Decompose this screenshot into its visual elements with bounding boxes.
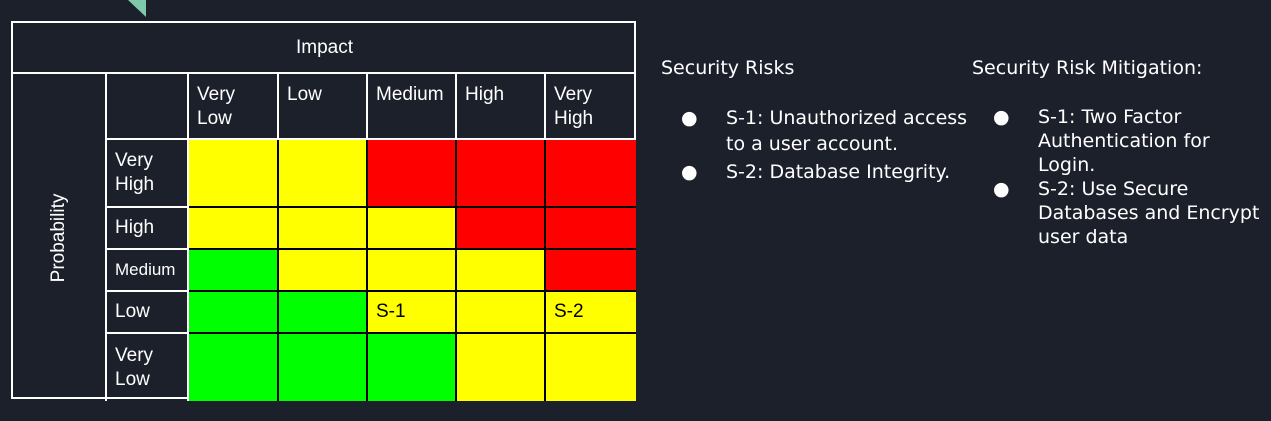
bullet-icon: ● [993, 178, 1010, 200]
security-risks-list: ● S-1: Unauthorized access to a user acc… [661, 105, 971, 185]
risk-cell [457, 250, 546, 292]
risk-cell [279, 334, 368, 401]
risk-matrix: Impact Probability Very Low Low Medium H… [11, 21, 636, 401]
bullet-icon: ● [993, 106, 1010, 128]
risk-cell-s1: S-1 [368, 292, 457, 334]
probability-level-high: High [107, 208, 189, 250]
security-risks-panel: Security Risks ● S-1: Unauthorized acces… [661, 55, 971, 185]
risk-cell [189, 140, 279, 208]
list-item: ● S-2: Database Integrity. [661, 159, 971, 185]
bullet-icon: ● [681, 161, 698, 183]
probability-level-very-high: Very High [107, 140, 189, 208]
risk-cell [546, 250, 636, 292]
risk-cell [279, 208, 368, 250]
decorative-triangle [128, 0, 146, 17]
risk-cell [368, 250, 457, 292]
list-item: ● S-2: Use Secure Databases and Encrypt … [972, 177, 1268, 249]
probability-axis-title: Probability [13, 74, 107, 401]
bullet-icon: ● [681, 107, 698, 129]
security-risks-title: Security Risks [661, 57, 795, 79]
risk-cell [189, 250, 279, 292]
risk-cell [189, 292, 279, 334]
risk-cell [457, 208, 546, 250]
list-item-text: S-2: Database Integrity. [726, 161, 951, 183]
risk-cell [279, 250, 368, 292]
risk-cell [546, 208, 636, 250]
matrix-corner [107, 74, 189, 140]
list-item: ● S-1: Two Factor Authentication for Log… [972, 105, 1268, 177]
list-item-text: S-2: Use Secure Databases and Encrypt us… [1038, 178, 1260, 248]
risk-cell [457, 292, 546, 334]
risk-cell [189, 208, 279, 250]
risk-cell [457, 334, 546, 401]
impact-axis-title: Impact [13, 23, 636, 74]
risk-mitigation-panel: Security Risk Mitigation: ● S-1: Two Fac… [972, 55, 1268, 249]
impact-level-very-high: Very High [546, 74, 636, 140]
probability-level-medium: Medium [107, 250, 189, 292]
risk-cell [279, 292, 368, 334]
impact-level-high: High [457, 74, 546, 140]
risk-cell [546, 140, 636, 208]
list-item-text: S-1: Two Factor Authentication for Login… [1038, 106, 1210, 176]
impact-level-low: Low [279, 74, 368, 140]
risk-mitigation-title: Security Risk Mitigation: [972, 57, 1203, 79]
list-item-text: S-1: Unauthorized access to a user accou… [726, 107, 968, 155]
impact-level-medium: Medium [368, 74, 457, 140]
risk-cell [279, 140, 368, 208]
probability-level-very-low: Very Low [107, 334, 189, 401]
impact-level-very-low: Very Low [189, 74, 279, 140]
risk-mitigation-list: ● S-1: Two Factor Authentication for Log… [972, 105, 1268, 249]
risk-cell [457, 140, 546, 208]
risk-cell [546, 334, 636, 401]
risk-cell [368, 334, 457, 401]
risk-cell [189, 334, 279, 401]
list-item: ● S-1: Unauthorized access to a user acc… [661, 105, 971, 157]
risk-cell [368, 208, 457, 250]
risk-cell-s2: S-2 [546, 292, 636, 334]
risk-cell [368, 140, 457, 208]
probability-level-low: Low [107, 292, 189, 334]
probability-axis-label: Probability [48, 193, 69, 282]
